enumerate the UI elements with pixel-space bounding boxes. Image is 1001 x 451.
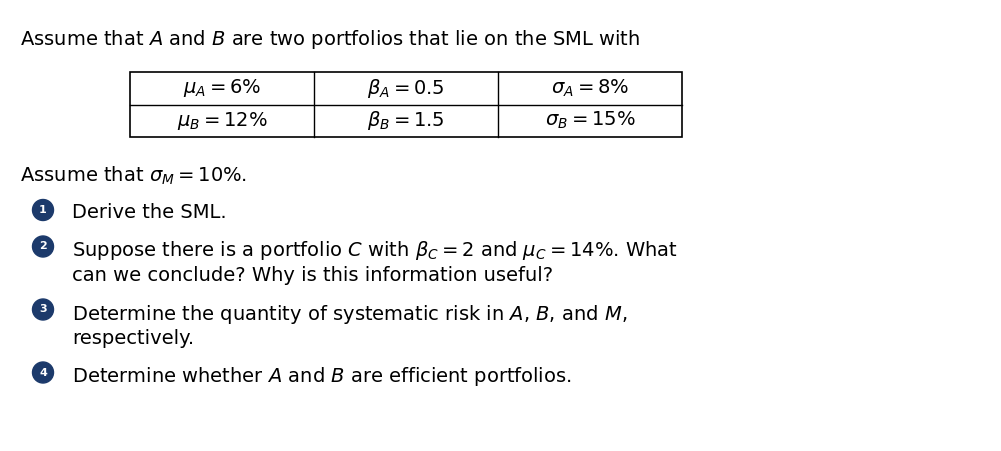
- Text: can we conclude? Why is this information useful?: can we conclude? Why is this information…: [72, 266, 554, 285]
- Text: Assume that $\sigma_M = 10\%$.: Assume that $\sigma_M = 10\%$.: [20, 165, 247, 187]
- Text: $\beta_B = 1.5$: $\beta_B = 1.5$: [367, 109, 444, 132]
- Text: $\mu_A = 6\%$: $\mu_A = 6\%$: [183, 77, 261, 99]
- Text: $\mu_B = 12\%$: $\mu_B = 12\%$: [176, 110, 267, 132]
- Bar: [130, 72, 682, 137]
- Text: 4: 4: [39, 368, 47, 377]
- Text: Suppose there is a portfolio $C$ with $\beta_C = 2$ and $\mu_C = 14\%$. What: Suppose there is a portfolio $C$ with $\…: [72, 239, 678, 262]
- Text: 3: 3: [39, 304, 47, 314]
- Text: 1: 1: [39, 205, 47, 215]
- Text: $\sigma_A = 8\%$: $\sigma_A = 8\%$: [551, 78, 629, 99]
- Text: $\sigma_B = 15\%$: $\sigma_B = 15\%$: [545, 110, 636, 131]
- Text: Derive the SML.: Derive the SML.: [72, 203, 226, 222]
- Circle shape: [32, 362, 53, 383]
- Text: Determine the quantity of systematic risk in $A$, $B$, and $M$,: Determine the quantity of systematic ris…: [72, 303, 628, 326]
- Text: respectively.: respectively.: [72, 329, 194, 348]
- Circle shape: [32, 236, 53, 257]
- Circle shape: [32, 199, 53, 221]
- Text: $\beta_A = 0.5$: $\beta_A = 0.5$: [367, 77, 444, 100]
- Text: Determine whether $A$ and $B$ are efficient portfolios.: Determine whether $A$ and $B$ are effici…: [72, 365, 572, 388]
- Circle shape: [32, 299, 53, 320]
- Text: 2: 2: [39, 241, 47, 252]
- Text: Assume that $A$ and $B$ are two portfolios that lie on the SML with: Assume that $A$ and $B$ are two portfoli…: [20, 28, 641, 51]
